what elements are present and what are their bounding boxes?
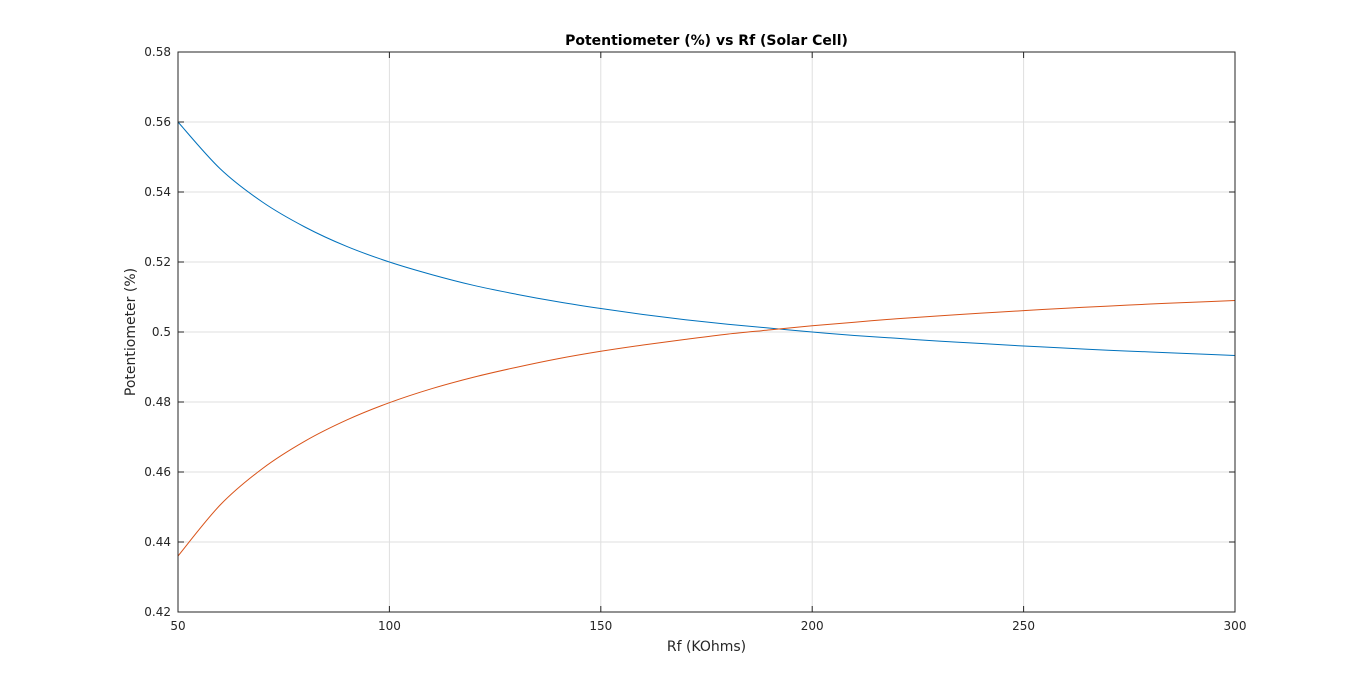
y-tick-label: 0.52 [144, 255, 171, 269]
y-tick-label: 0.58 [144, 45, 171, 59]
label-layer: Potentiometer (%) vs Rf (Solar Cell) Rf … [123, 33, 848, 655]
y-tick-label: 0.46 [144, 465, 171, 479]
y-tick-label: 0.54 [144, 185, 171, 199]
tick-layer: 50 100 150 200 250 300 0.42 0.44 0.46 0.48 0.5 0.52… [144, 45, 1246, 633]
x-tick-label: 100 [378, 619, 401, 633]
y-tick-label: 0.44 [144, 535, 171, 549]
y-tick-label: 0.56 [144, 115, 171, 129]
x-tick-label: 200 [801, 619, 824, 633]
y-axis-label: Potentiometer (%) [123, 268, 139, 396]
series-layer [177, 121, 1236, 557]
x-tick-label: 150 [589, 619, 612, 633]
series-line-1 [177, 121, 1236, 356]
chart-title: Potentiometer (%) vs Rf (Solar Cell) [565, 33, 848, 49]
x-axis-label: Rf (KOhms) [667, 639, 746, 655]
x-tick-label: 300 [1224, 619, 1247, 633]
x-tick-label: 50 [170, 619, 185, 633]
y-tick-label: 0.48 [144, 395, 171, 409]
y-tick-label: 0.42 [144, 605, 171, 619]
x-tick-label: 250 [1012, 619, 1035, 633]
series-line-2 [177, 300, 1236, 557]
y-tick-label: 0.5 [152, 325, 171, 339]
